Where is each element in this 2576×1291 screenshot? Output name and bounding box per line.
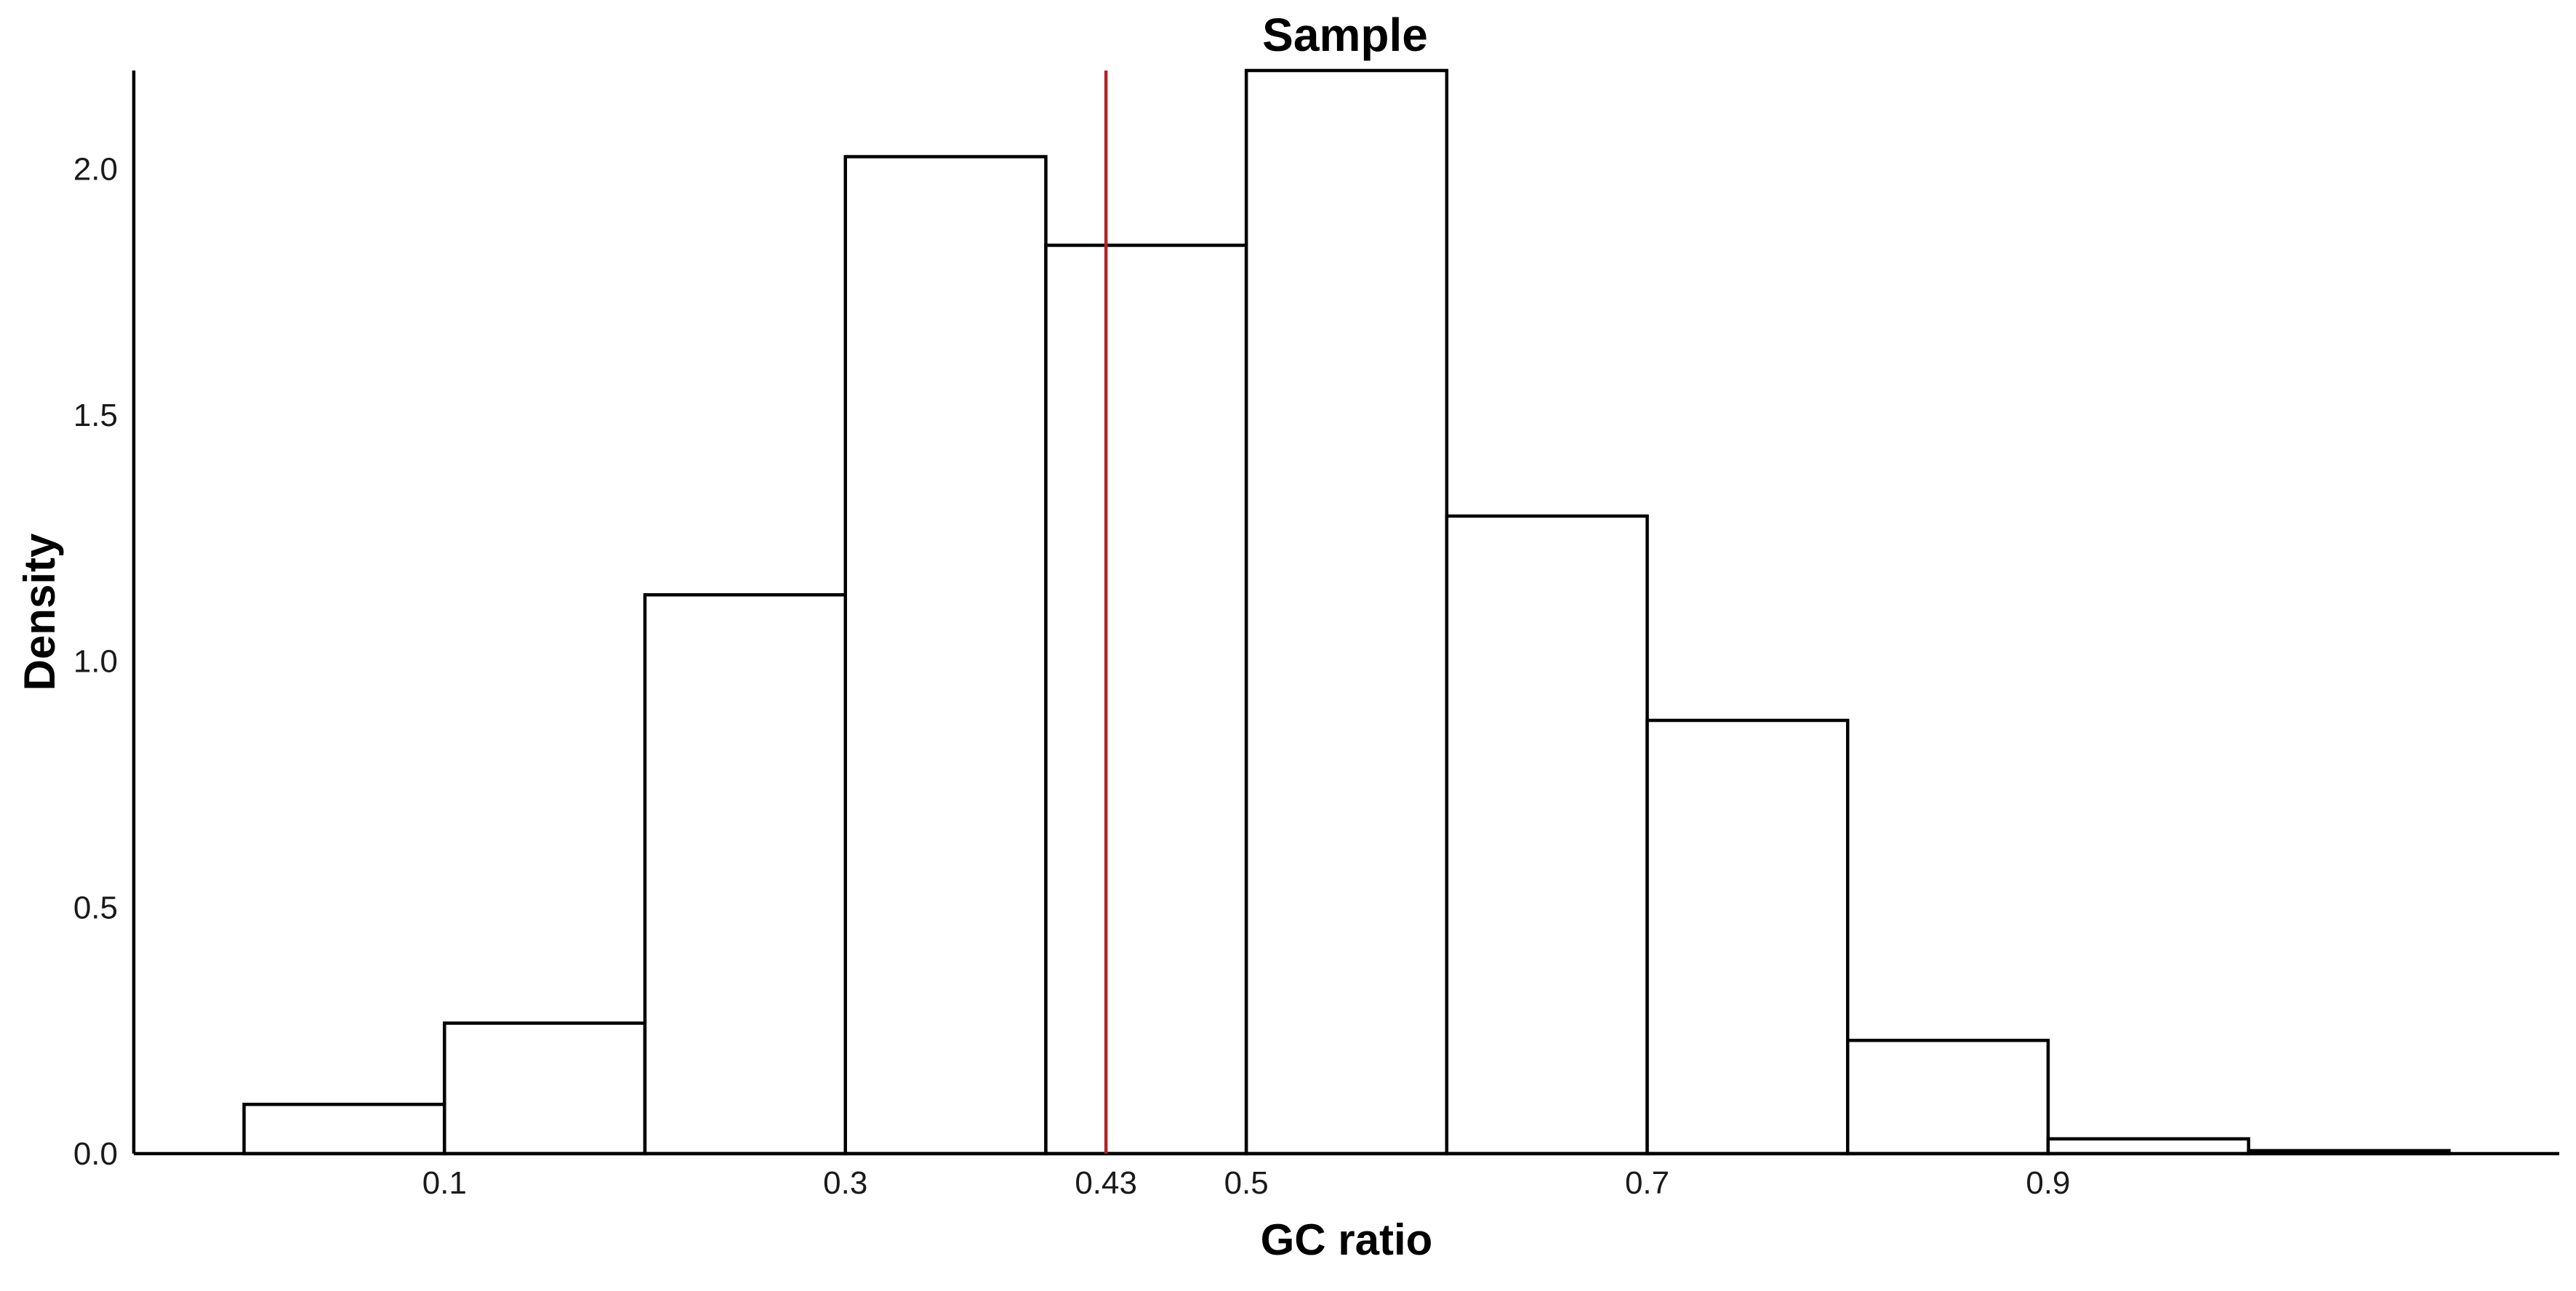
histogram-bar-6 bbox=[1445, 514, 1649, 1156]
histogram-bar-2 bbox=[643, 593, 847, 1156]
x-axis-label: GC ratio bbox=[1261, 1215, 1433, 1264]
y-axis-label: Density bbox=[15, 533, 64, 691]
y-tick-label-1: 0.5 bbox=[73, 890, 118, 925]
x-tick-label-5: 0.9 bbox=[2026, 1165, 2070, 1201]
chart-title: Sample bbox=[1262, 9, 1428, 61]
y-tick-label-3: 1.5 bbox=[73, 398, 118, 433]
histogram-bar-3 bbox=[843, 155, 1048, 1156]
histogram-bar-4 bbox=[1044, 244, 1248, 1156]
y-tick-label-0: 0.0 bbox=[73, 1136, 118, 1172]
histogram-bar-0 bbox=[242, 1103, 446, 1156]
histogram-bar-1 bbox=[443, 1021, 647, 1156]
histogram-bar-5 bbox=[1244, 68, 1449, 1156]
histogram-bar-7 bbox=[1645, 718, 1850, 1156]
histogram-bar-8 bbox=[1846, 1038, 2050, 1156]
x-tick-labels: 0.1 0.3 0.43 0.5 0.7 0.9 bbox=[422, 1165, 2071, 1201]
x-tick-label-3: 0.5 bbox=[1224, 1165, 1269, 1201]
x-tick-label-0: 0.1 bbox=[422, 1165, 467, 1201]
histogram-bar-9 bbox=[2046, 1137, 2250, 1156]
y-tick-label-4: 2.0 bbox=[73, 151, 118, 187]
x-tick-label-2: 0.43 bbox=[1075, 1165, 1137, 1201]
y-tick-labels: 0.0 0.5 1.0 1.5 2.0 bbox=[73, 151, 118, 1172]
bars-layer bbox=[242, 68, 2451, 1156]
x-tick-label-4: 0.7 bbox=[1625, 1165, 1669, 1201]
y-tick-label-2: 1.0 bbox=[73, 644, 118, 680]
x-tick-label-1: 0.3 bbox=[823, 1165, 867, 1201]
